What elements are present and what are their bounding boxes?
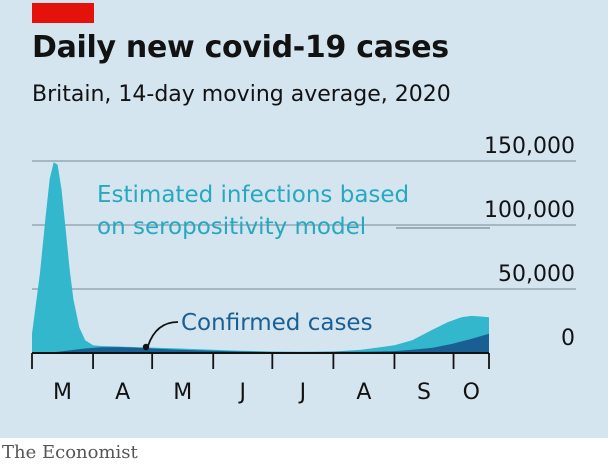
x-tick-label: J xyxy=(298,380,307,405)
x-tick-label: M xyxy=(53,380,72,405)
y-tick-label: 50,000 xyxy=(498,262,575,287)
estimated-annotation-line1: Estimated infections based xyxy=(97,182,409,208)
confirmed-annotation-label: Confirmed cases xyxy=(181,310,373,336)
chart-subtitle: Britain, 14-day moving average, 2020 xyxy=(32,82,451,107)
chart-plot: 0 50,000 100,000 150,000 M A M J J A S O Estimated… xyxy=(31,134,576,405)
x-tick-label: M xyxy=(173,380,192,405)
estimated-annotation-line2: on seropositivity model xyxy=(97,214,366,240)
grid-lines xyxy=(32,160,576,290)
confirmed-cases-area xyxy=(32,333,489,353)
y-tick-label: 0 xyxy=(561,326,575,351)
confirmed-cases-series xyxy=(32,333,489,353)
source-credit: The Economist xyxy=(2,442,138,463)
y-tick-label: 150,000 xyxy=(484,134,575,159)
x-tick-label: O xyxy=(463,380,480,405)
confirmed-annotation-dot xyxy=(142,343,150,351)
estimated-infections-series xyxy=(32,162,489,353)
y-tick-label: 100,000 xyxy=(484,198,575,223)
x-axis xyxy=(31,352,490,369)
x-tick-label: J xyxy=(238,380,247,405)
x-tick-label: A xyxy=(115,380,130,405)
confirmed-annotation-leader xyxy=(147,321,179,347)
estimated-infections-area xyxy=(32,162,489,353)
y-tick-labels: 0 50,000 100,000 150,000 xyxy=(484,134,575,351)
x-tick-label: A xyxy=(356,380,371,405)
chart-title: Daily new covid-19 cases xyxy=(32,30,449,65)
brand-red-tag xyxy=(32,3,94,23)
x-tick-label: S xyxy=(417,380,431,405)
annotations: Estimated infections based on seropositi… xyxy=(97,182,490,351)
chart-panel xyxy=(0,0,608,438)
